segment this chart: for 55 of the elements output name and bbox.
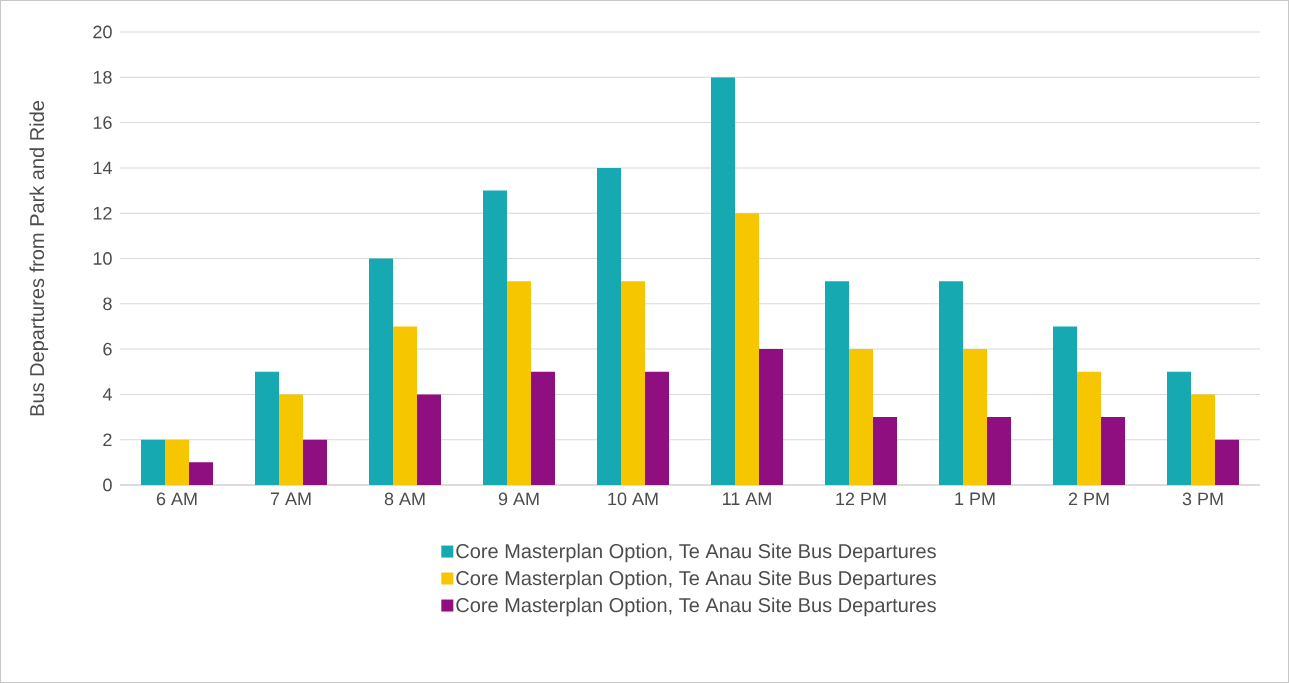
y-tick-label: 12 <box>93 206 112 220</box>
x-tick-label: 11 AM <box>723 492 771 505</box>
bar <box>369 258 393 485</box>
bar <box>1101 417 1125 485</box>
y-tick-label: 2 <box>103 433 112 446</box>
bar <box>1077 371 1101 485</box>
x-tick-label: 12 PM <box>836 492 886 506</box>
bar <box>531 371 555 485</box>
bar <box>393 326 417 485</box>
y-tick-label: 0 <box>103 478 112 492</box>
bar <box>987 417 1011 485</box>
y-tick-label: 4 <box>102 388 112 401</box>
bar <box>279 394 303 485</box>
bar <box>621 281 645 485</box>
y-tick-label: 6 <box>103 342 112 356</box>
legend-label: Core Masterplan Option, Te Anau Site Bus Departures <box>456 543 936 563</box>
legend-label: Core Masterplan Option, Te Anau Site Bus Departures <box>456 597 936 617</box>
bar <box>255 371 279 485</box>
bar <box>849 349 873 485</box>
x-tick-label: 9 AM <box>498 492 539 506</box>
x-tick-label: 8 AM <box>384 492 425 506</box>
bar <box>963 349 987 485</box>
bar <box>597 167 621 485</box>
x-tick-label: 7 AM <box>270 492 311 505</box>
x-tick-label: 2 PM <box>1068 492 1109 506</box>
y-tick-label: 20 <box>93 25 112 39</box>
bar <box>417 394 441 485</box>
y-axis-title: Bus Departures from Park and Ride <box>29 101 49 416</box>
bar <box>759 349 783 485</box>
y-tick-label: 14 <box>93 161 112 175</box>
bar <box>735 213 759 485</box>
bar <box>303 439 327 485</box>
bar <box>1215 439 1239 485</box>
x-tick-label: 1 PM <box>955 492 995 505</box>
bar <box>165 439 189 485</box>
bar <box>939 281 963 485</box>
bar <box>645 371 669 485</box>
y-tick-label: 18 <box>93 70 112 84</box>
bar <box>1053 326 1077 485</box>
x-tick-label: 6 AM <box>156 492 197 506</box>
legend-label: Core Masterplan Option, Te Anau Site Bus Departures <box>456 570 936 590</box>
x-tick-label: 10 AM <box>608 492 658 506</box>
bar <box>1191 394 1215 485</box>
bar <box>1167 371 1191 485</box>
y-tick-label: 10 <box>93 252 112 265</box>
y-tick-label: 16 <box>93 116 112 129</box>
bar <box>711 77 735 485</box>
bar <box>189 462 213 485</box>
bar <box>825 281 849 485</box>
bar <box>507 281 531 485</box>
bar <box>141 439 165 485</box>
bar <box>873 417 897 485</box>
y-tick-label: 8 <box>103 297 112 311</box>
bar <box>483 190 507 485</box>
x-tick-label: 3 PM <box>1182 492 1223 506</box>
